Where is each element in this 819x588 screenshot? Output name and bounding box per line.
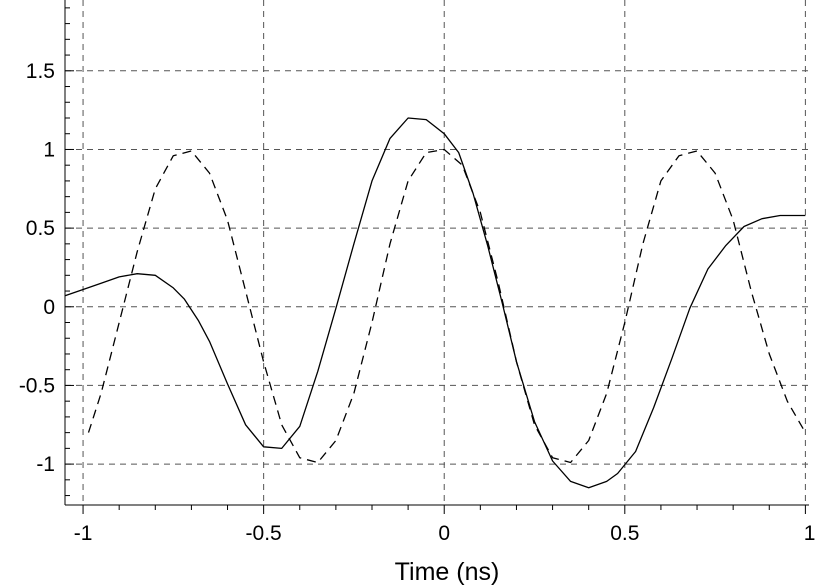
tick-labels: -1 -0.5 0 0.5 1 -1 -0.5 0 0.5 1 1.5: [19, 60, 816, 545]
y-tick-label: -1: [36, 453, 55, 476]
x-tick-label: 1: [804, 522, 816, 545]
x-axis-label: Time (ns): [395, 558, 500, 586]
y-tick-label: 1: [43, 138, 55, 161]
series-layer: [64, 117, 806, 489]
y-tick-label: 0.5: [26, 217, 55, 240]
x-tick-label: -0.5: [246, 522, 282, 545]
y-tick-label: -0.5: [19, 374, 55, 397]
x-tick-label: 0.5: [610, 522, 639, 545]
series-line-solid: [64, 117, 806, 489]
x-tick-label: -1: [74, 522, 93, 545]
axes: [64, 0, 809, 514]
series-line-dashed: [87, 148, 806, 464]
y-tick-label: 1.5: [26, 60, 55, 83]
grid-lines: [65, 0, 809, 505]
x-tick-label: 0: [438, 522, 450, 545]
y-tick-label: 0: [43, 296, 55, 319]
